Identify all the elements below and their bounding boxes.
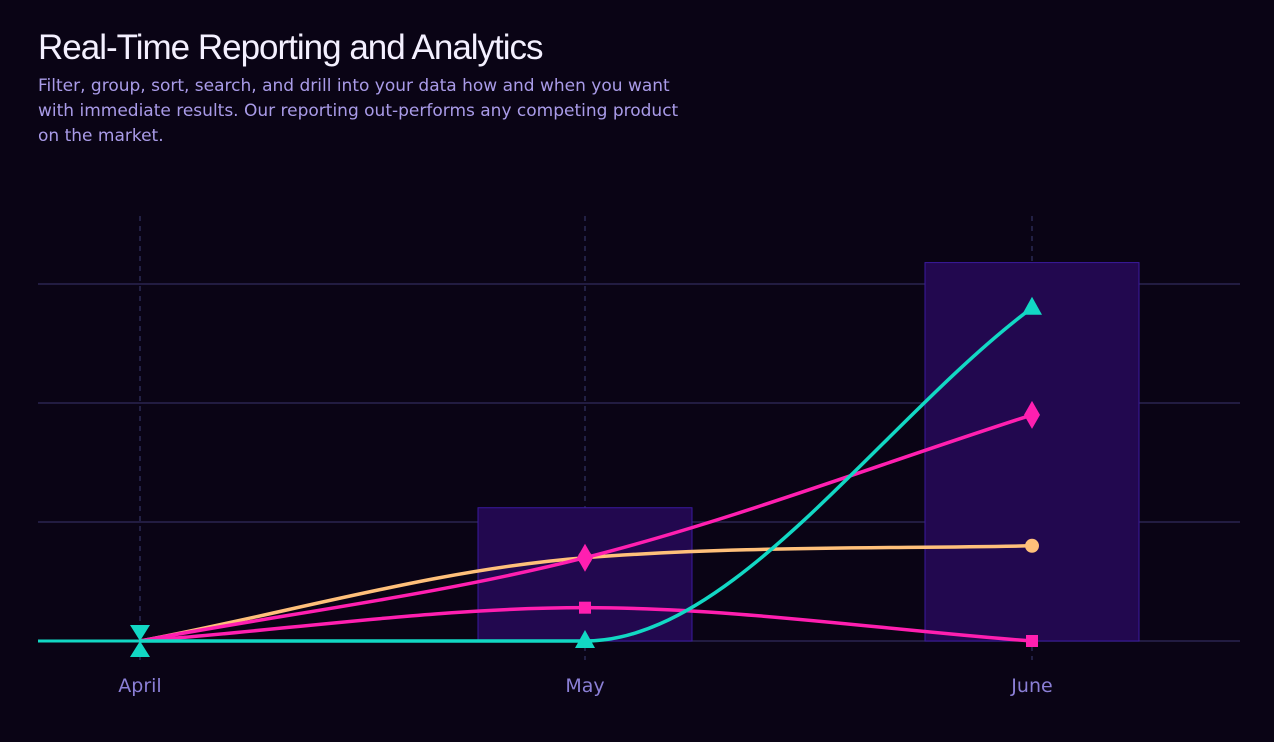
chart-header: Real-Time Reporting and Analytics Filter…: [38, 26, 738, 149]
diamond-marker: [1024, 400, 1040, 429]
circle-marker: [1025, 538, 1039, 553]
bar-series: [477, 262, 1140, 642]
square-marker: [579, 601, 591, 614]
triangle-marker: [575, 630, 595, 648]
diamond-marker: [577, 543, 593, 572]
chart-title: Real-Time Reporting and Analytics: [38, 28, 544, 67]
origin-marker-bottom: [130, 641, 150, 657]
x-tick-label: May: [565, 675, 604, 697]
square-marker: [1026, 635, 1038, 647]
x-axis-labels: April May June: [118, 675, 1052, 697]
series-markers: [130, 296, 1042, 657]
series-line-triangle: [138, 306, 1034, 643]
x-tick-label: April: [118, 675, 161, 697]
bar-june: [924, 262, 1140, 642]
x-tick-label: June: [1010, 675, 1052, 697]
chart-subtitle: Filter, group, sort, search, and drill i…: [38, 76, 679, 146]
triangle-marker: [1022, 296, 1042, 315]
origin-marker-top: [130, 625, 150, 641]
